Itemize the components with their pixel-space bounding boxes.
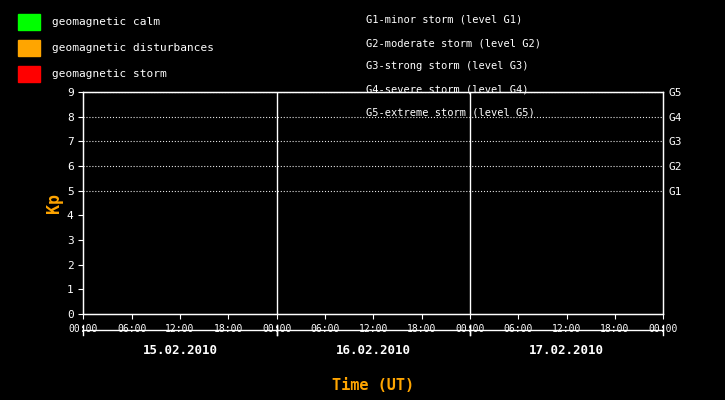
Text: G1-minor storm (level G1): G1-minor storm (level G1): [366, 15, 523, 25]
Text: G5-extreme storm (level G5): G5-extreme storm (level G5): [366, 108, 535, 118]
Y-axis label: Kp: Kp: [45, 193, 63, 213]
Text: geomagnetic calm: geomagnetic calm: [52, 17, 160, 27]
Text: geomagnetic storm: geomagnetic storm: [52, 69, 167, 79]
Text: Time (UT): Time (UT): [332, 378, 415, 394]
Text: G4-severe storm (level G4): G4-severe storm (level G4): [366, 85, 529, 95]
Text: 17.02.2010: 17.02.2010: [529, 344, 604, 356]
Text: G3-strong storm (level G3): G3-strong storm (level G3): [366, 62, 529, 72]
Text: 15.02.2010: 15.02.2010: [143, 344, 218, 356]
Text: 16.02.2010: 16.02.2010: [336, 344, 411, 356]
Text: G2-moderate storm (level G2): G2-moderate storm (level G2): [366, 38, 541, 48]
Text: geomagnetic disturbances: geomagnetic disturbances: [52, 43, 214, 53]
